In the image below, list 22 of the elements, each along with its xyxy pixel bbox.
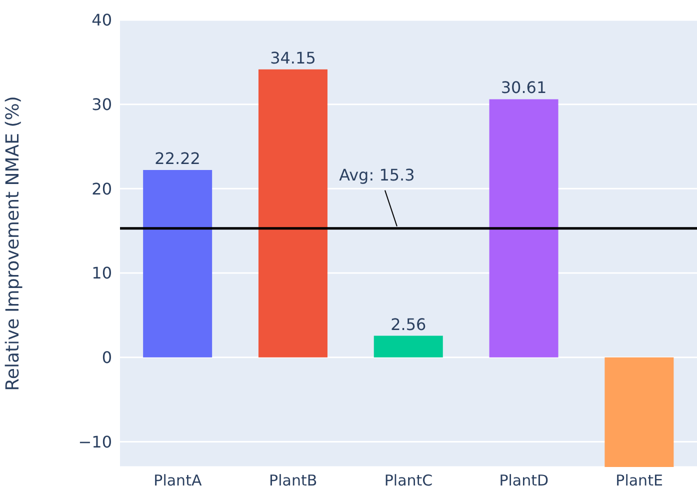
ref-line-label: Avg: 15.3 [339, 165, 415, 184]
bar [489, 99, 558, 358]
bar [374, 336, 443, 358]
y-tick-label: −10 [78, 432, 112, 452]
y-tick-label: 0 [102, 348, 112, 368]
y-tick-label: 30 [92, 95, 112, 114]
y-axis-title: Relative Improvement NMAE (%) [2, 96, 24, 391]
x-tick-label: PlantE [616, 472, 663, 490]
x-tick-label: PlantD [499, 472, 549, 490]
bar [143, 170, 212, 358]
data-label: 2.56 [390, 314, 426, 334]
y-tick-label: 10 [92, 264, 112, 283]
y-tick-label: 40 [92, 10, 112, 30]
y-tick-label: 20 [92, 179, 112, 198]
x-tick-label: PlantC [384, 472, 433, 490]
data-label: 30.61 [500, 78, 547, 98]
bar [258, 69, 328, 358]
data-label: 22.22 [154, 148, 200, 168]
x-tick-label: PlantB [269, 472, 318, 490]
bar [604, 357, 674, 467]
x-tick-label: PlantA [154, 472, 202, 490]
data-label: 34.15 [270, 48, 316, 68]
